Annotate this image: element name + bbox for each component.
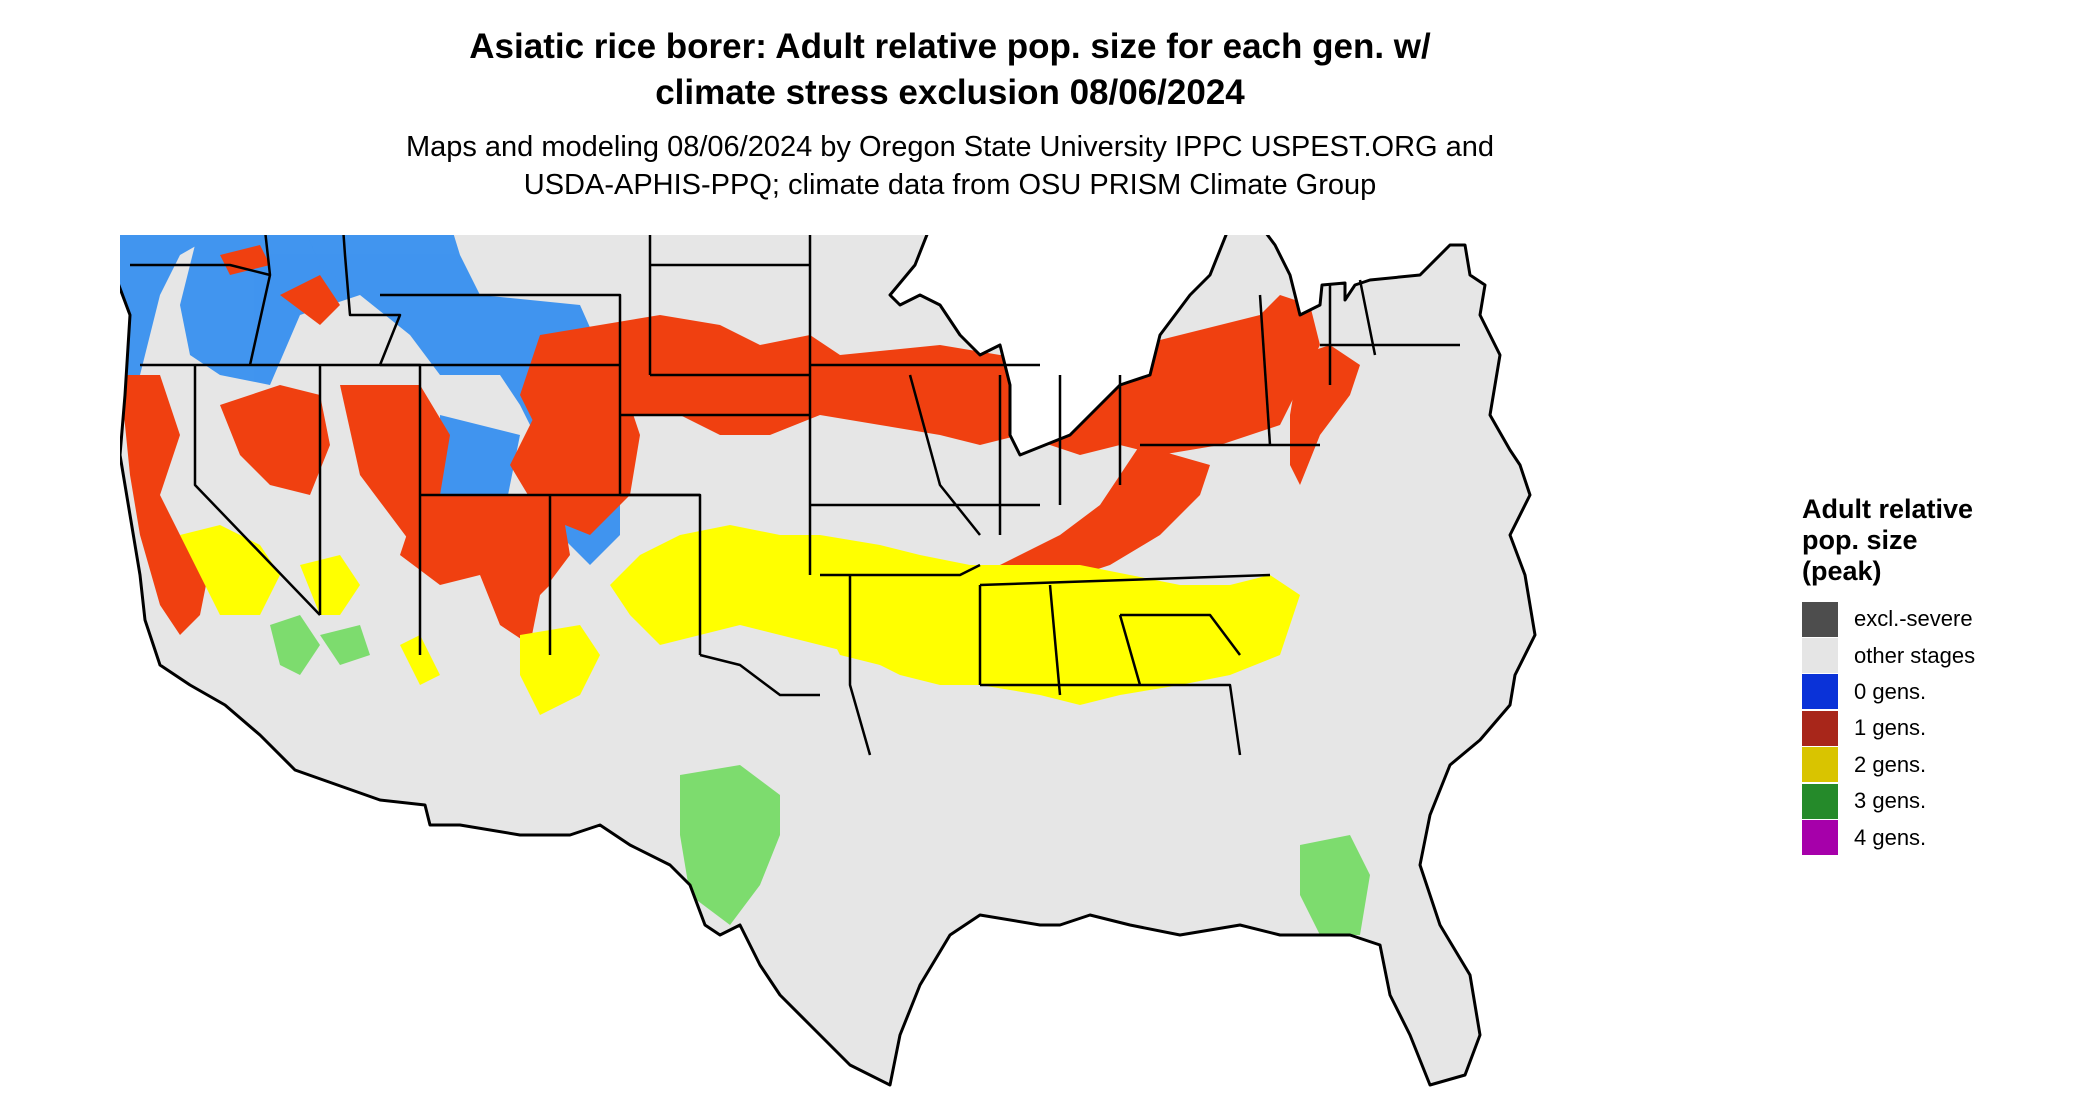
legend-item-other-stages: other stages	[1802, 637, 2092, 674]
legend-label: 4 gens.	[1854, 824, 1927, 850]
legend-item-4-gens: 4 gens.	[1802, 819, 2092, 856]
legend-swatch	[1802, 710, 1838, 746]
map-title: Asiatic rice borer: Adult relative pop. …	[0, 24, 1900, 116]
legend-label: 1 gens.	[1854, 715, 1927, 741]
legend-swatch	[1802, 638, 1838, 674]
legend-item-0-gens: 0 gens.	[1802, 674, 2092, 710]
three-gens-region	[270, 615, 1370, 935]
title-line-1: Asiatic rice borer: Adult relative pop. …	[469, 27, 1431, 66]
legend-item-1-gens: 1 gens.	[1802, 710, 2092, 746]
legend-title: Adult relative pop. size (peak)	[1802, 494, 2092, 587]
legend-item-excl-severe: excl.-severe	[1802, 601, 2092, 637]
legend-label: excl.-severe	[1854, 606, 1973, 632]
legend-swatch	[1802, 601, 1838, 637]
subtitle-line-1: Maps and modeling 08/06/2024 by Oregon S…	[405, 131, 1495, 163]
legend-label: 3 gens.	[1854, 788, 1927, 814]
state-borders	[120, 235, 1537, 1087]
subtitle-line-2: USDA-APHIS-PPQ; climate data from OSU PR…	[523, 169, 1377, 201]
legend-item-2-gens: 2 gens.	[1802, 747, 2092, 783]
legend-item-3-gens: 3 gens.	[1802, 783, 2092, 819]
legend-swatch	[1802, 783, 1838, 819]
legend-label: other stages	[1854, 642, 1976, 668]
legend-swatch	[1802, 747, 1838, 783]
legend-swatch	[1802, 674, 1838, 710]
legend-title-line-2: pop. size	[1802, 525, 1918, 555]
us-map	[120, 235, 1537, 1087]
legend-title-line-1: Adult relative	[1802, 494, 1974, 524]
map-legend: Adult relative pop. size (peak) excl.-se…	[1802, 494, 2092, 856]
four-gens-region	[1330, 1050, 1365, 1070]
legend-label: 0 gens.	[1854, 678, 1927, 704]
legend-label: 2 gens.	[1854, 751, 1927, 777]
title-line-2: climate stress exclusion 08/06/2024	[655, 73, 1245, 112]
legend-swatch	[1802, 820, 1838, 856]
map-subtitle: Maps and modeling 08/06/2024 by Oregon S…	[0, 128, 1900, 204]
legend-title-line-3: (peak)	[1802, 556, 1882, 586]
